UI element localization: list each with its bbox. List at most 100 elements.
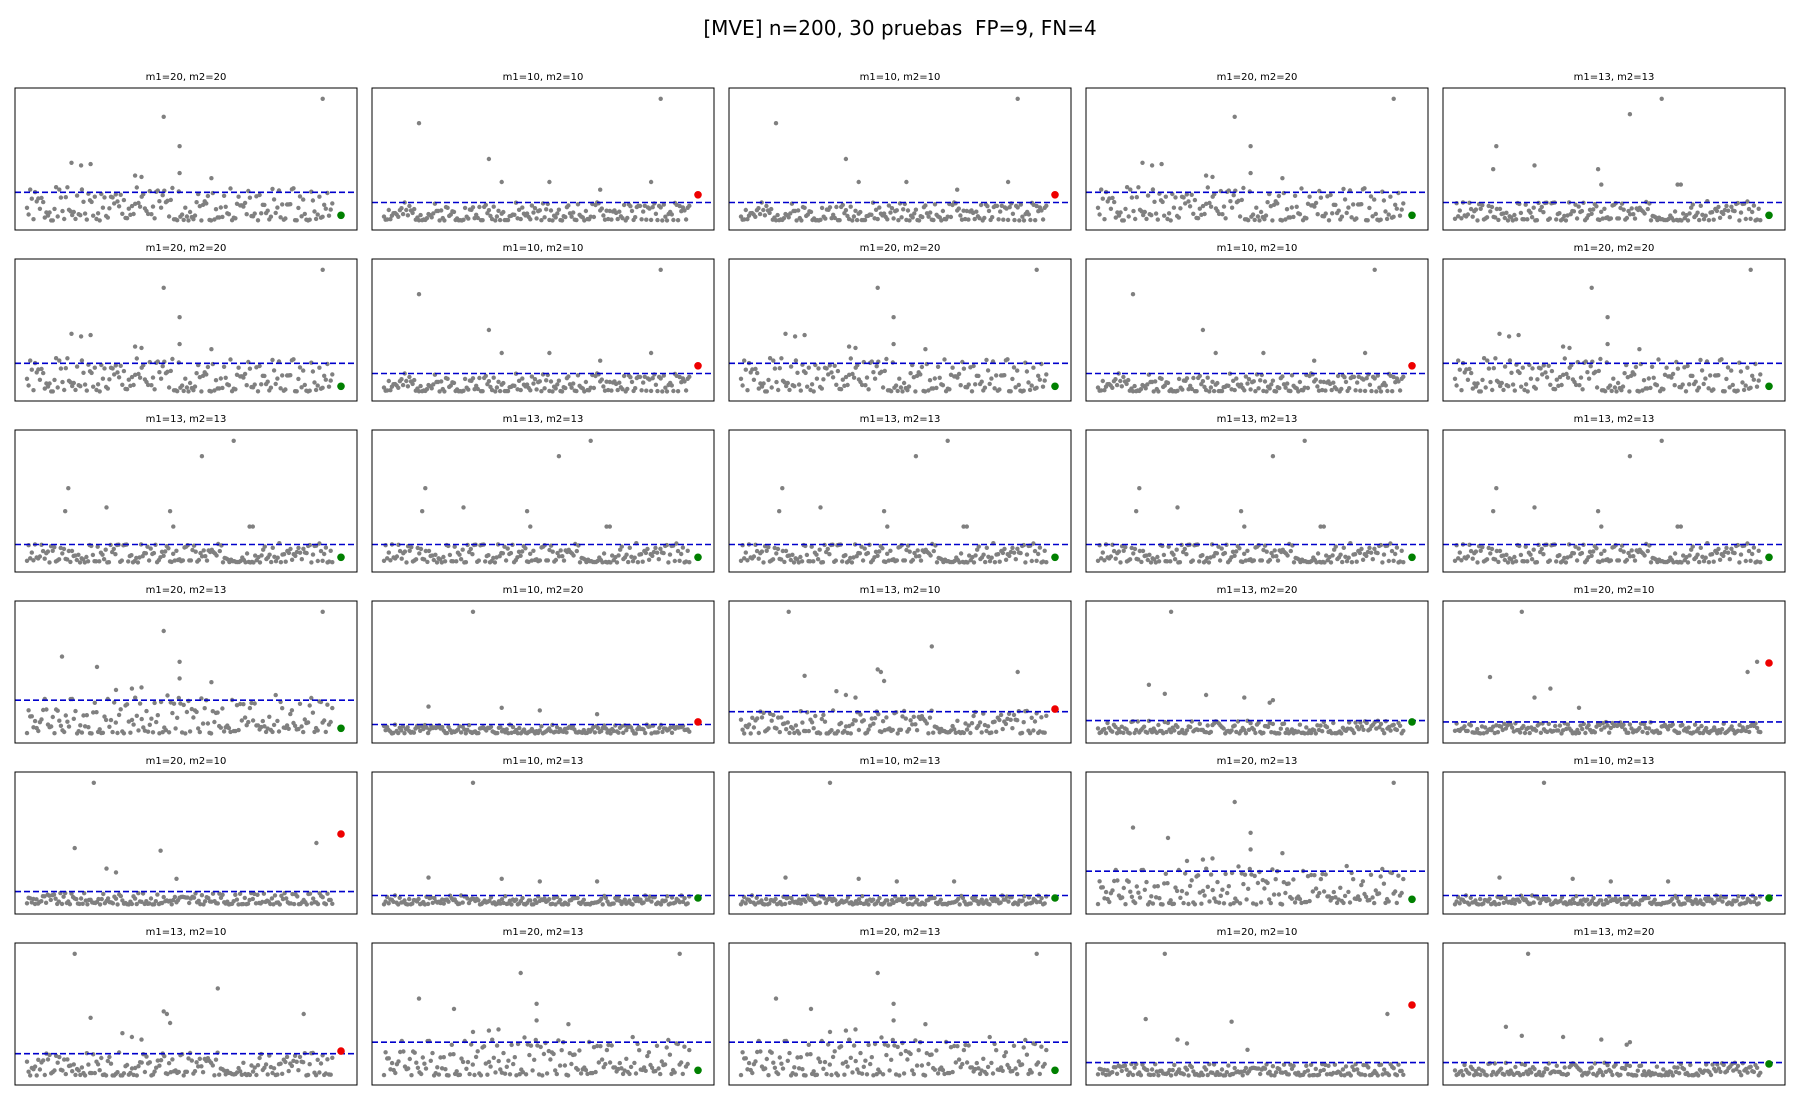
data-point: [559, 389, 565, 394]
data-point: [1552, 387, 1558, 392]
data-point: [800, 720, 805, 725]
data-point: [91, 780, 97, 785]
data-point: [894, 208, 899, 213]
data-point: [1039, 896, 1044, 901]
data-point: [1044, 713, 1049, 718]
data-point: [1015, 205, 1020, 210]
data-point: [1302, 385, 1307, 390]
data-point: [1347, 900, 1353, 905]
data-point: [961, 366, 967, 371]
data-point: [176, 695, 181, 701]
data-point: [1496, 901, 1502, 907]
data-point: [1675, 366, 1681, 371]
data-point: [1368, 872, 1374, 877]
data-point: [848, 204, 853, 209]
data-point: [120, 898, 125, 903]
data-point: [250, 718, 256, 723]
data-point: [952, 727, 957, 732]
data-point: [1100, 378, 1106, 384]
data-point: [771, 358, 776, 363]
data-point: [102, 366, 107, 371]
data-point: [1237, 546, 1242, 551]
data-point: [1383, 383, 1389, 388]
data-point: [294, 218, 299, 223]
data-point: [439, 560, 444, 565]
data-point: [1507, 358, 1513, 363]
data-point: [1718, 730, 1723, 735]
data-point: [1261, 350, 1266, 356]
data-point: [1165, 881, 1170, 886]
data-point: [1313, 886, 1319, 891]
data-point: [1721, 211, 1726, 217]
data-point: [113, 870, 119, 875]
data-point: [950, 365, 955, 370]
data-point: [1323, 211, 1328, 216]
data-point: [1180, 387, 1185, 392]
data-point: [976, 373, 981, 379]
data-point: [1672, 551, 1678, 556]
data-point: [1121, 548, 1126, 553]
data-point: [829, 216, 834, 221]
data-point: [1488, 379, 1493, 385]
data-point: [1346, 889, 1351, 895]
data-point: [1359, 202, 1364, 207]
data-point: [293, 553, 298, 559]
data-point: [1375, 550, 1380, 556]
data-point: [177, 341, 182, 347]
data-point: [1040, 384, 1046, 389]
data-point: [683, 388, 689, 393]
data-point: [183, 376, 188, 381]
data-point: [448, 383, 453, 388]
data-point: [1021, 218, 1027, 223]
data-point: [1144, 216, 1149, 222]
data-point: [840, 377, 845, 382]
data-point: [417, 551, 422, 556]
data-point: [969, 721, 975, 726]
data-point: [1374, 389, 1379, 394]
data-point: [61, 894, 66, 899]
data-point: [320, 609, 325, 614]
data-point: [1245, 381, 1250, 386]
data-point: [323, 545, 329, 550]
data-point: [871, 897, 876, 902]
data-point: [270, 186, 275, 192]
data-point: [1334, 387, 1339, 392]
data-point: [968, 901, 973, 906]
data-point: [270, 729, 275, 735]
data-point: [1279, 218, 1285, 223]
data-point: [486, 208, 492, 213]
data-point: [1627, 389, 1632, 394]
data-point: [859, 382, 865, 388]
data-point: [968, 730, 973, 736]
data-point: [1017, 218, 1022, 223]
data-point: [1010, 211, 1016, 216]
data-point: [907, 218, 912, 223]
data-point: [100, 205, 106, 210]
data-point: [537, 708, 542, 713]
data-point: [1399, 207, 1404, 212]
data-point: [1102, 388, 1107, 393]
data-point: [769, 206, 774, 212]
data-point: [932, 376, 937, 381]
data-point: [848, 731, 853, 736]
data-point: [113, 192, 119, 197]
data-point: [1236, 864, 1241, 869]
data-point: [1010, 376, 1015, 382]
data-point: [1200, 553, 1205, 558]
data-point: [269, 559, 274, 565]
data-point: [1184, 552, 1189, 557]
data-point: [1654, 383, 1660, 388]
data-point: [115, 730, 120, 736]
data-point: [682, 896, 687, 901]
data-point: [317, 194, 322, 199]
data-point: [1265, 724, 1271, 730]
data-point: [1624, 215, 1630, 221]
data-point: [1255, 214, 1261, 219]
data-point: [1029, 383, 1034, 388]
data-point: [472, 216, 477, 221]
data-point: [1099, 187, 1104, 192]
data-point: [1100, 196, 1106, 201]
data-point: [1200, 327, 1206, 333]
data-point: [1103, 731, 1109, 736]
data-point: [1318, 379, 1323, 384]
